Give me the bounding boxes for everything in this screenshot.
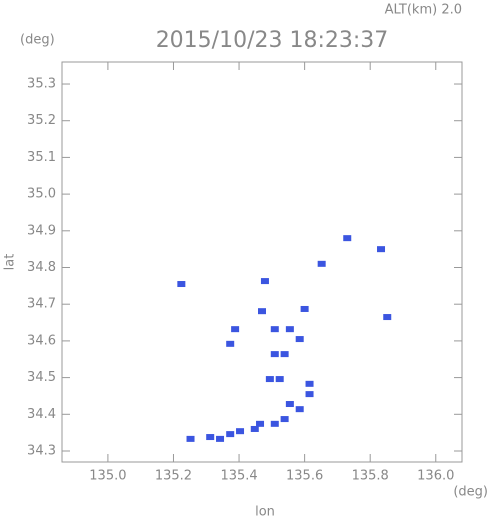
echo [265,376,274,383]
echo [260,278,269,285]
echo [300,305,309,312]
chart-title: 2015/10/23 18:23:37 [156,28,389,53]
echo [270,326,279,333]
echo [270,351,279,358]
y-tick-label: 34.3 [27,443,56,458]
echo [186,435,195,442]
echo [236,428,245,435]
echo [295,406,304,413]
echo [280,416,289,423]
echo [285,401,294,408]
echo [295,336,304,343]
plot-frame [61,61,463,463]
echo [305,380,314,387]
echo [270,420,279,427]
y-unit: (deg) [20,33,55,48]
x-tick-label: 135.0 [89,469,126,484]
echo [258,308,266,315]
echo [256,420,265,427]
echo [226,340,235,347]
x-tick-label: 136.0 [417,469,454,484]
x-label: lon [255,505,275,520]
y-tick-label: 34.9 [27,223,56,238]
y-tick-label: 34.6 [27,333,56,348]
echo [177,281,186,288]
echo [305,391,314,398]
y-tick-label: 35.2 [27,113,56,128]
y-tick-label: 34.8 [27,260,56,275]
echo [383,314,392,321]
echo [275,376,284,383]
x-unit: (deg) [453,485,488,500]
echo [216,435,225,442]
echo [343,235,352,242]
echo [250,425,259,432]
x-tick-label: 135.2 [155,469,192,484]
y-label: lat [3,254,18,271]
x-tick-label: 135.6 [286,469,323,484]
echo [317,260,326,267]
y-tick-label: 34.7 [27,297,56,312]
altitude: ALT(km) 2.0 [385,3,462,18]
y-tick-label: 34.4 [27,407,56,422]
echo [285,326,294,333]
echo [280,351,289,358]
y-tick-label: 35.1 [27,150,56,165]
echo [206,434,215,441]
y-tick-label: 35.0 [27,187,56,202]
x-tick-label: 135.4 [220,469,257,484]
y-tick-label: 34.5 [27,370,56,385]
echo [377,246,386,253]
echo [231,326,240,333]
x-tick-label: 135.8 [352,469,389,484]
echo [226,431,235,438]
y-tick-label: 35.3 [27,77,56,92]
